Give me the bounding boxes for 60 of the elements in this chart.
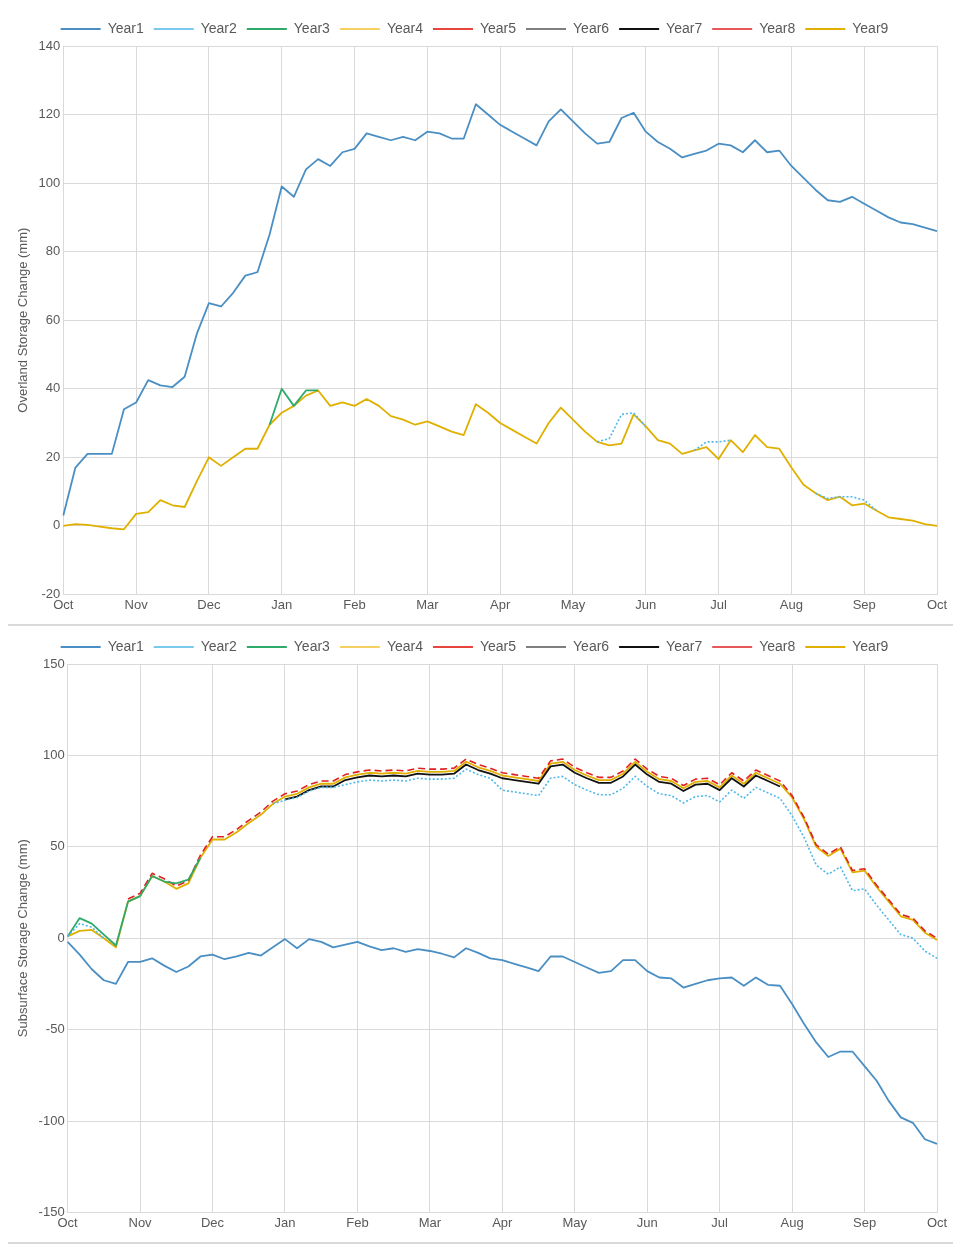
x-tick-label: May [562,1214,588,1230]
legend-label: Year7 [666,19,703,36]
legend-label: Year2 [200,19,238,36]
legend-label: Year5 [479,637,517,654]
y-tick-label: 140 [38,37,61,53]
y-tick-label: 100 [42,746,65,762]
x-tick-label: Oct [926,596,948,612]
x-tick-label: Mar [416,596,440,612]
legend-label: Year8 [759,637,796,654]
x-tick-label: Aug [780,1214,804,1230]
legend-label: Year4 [386,637,424,654]
y-tick-label: 20 [45,448,61,464]
legend-label: Year6 [573,19,610,36]
x-tick-label: Oct [926,1214,948,1230]
x-tick-label: Sep [852,1214,877,1230]
x-tick-label: Dec [200,1214,225,1230]
x-tick-label: Feb [343,596,366,612]
y-tick-label: 60 [45,311,61,327]
legend-label: Year9 [852,19,889,36]
y-tick-label: 120 [38,106,61,122]
x-tick-label: Nov [128,1214,153,1230]
x-tick-label: May [560,596,586,612]
y-axis-title: Overland Storage Change (mm) [15,227,31,413]
x-tick-label: Dec [197,596,221,612]
legend-label: Year1 [107,19,144,36]
y-tick-label: 150 [42,655,65,671]
y-tick-label: 80 [45,243,61,259]
x-tick-label: Apr [492,1214,514,1230]
y-tick-label: 0 [57,929,65,945]
y-tick-label: -150 [38,1203,65,1219]
y-tick-label: 0 [53,517,61,533]
x-tick-label: Sep [852,596,876,612]
y-tick-label: -50 [45,1021,65,1037]
y-tick-label: -20 [41,585,61,601]
y-tick-label: -100 [38,1112,65,1128]
x-tick-label: Aug [779,596,803,612]
x-tick-label: Jul [711,1214,729,1230]
x-tick-label: Mar [418,1214,442,1230]
legend-label: Year7 [666,637,703,654]
x-tick-label: Feb [346,1214,369,1230]
legend-label: Year6 [573,637,610,654]
y-axis-title: Subsurface Storage Change (mm) [15,839,31,1038]
x-tick-label: Jun [636,1214,658,1230]
x-tick-label: Jan [274,1214,296,1230]
x-tick-label: Apr [490,596,511,612]
legend-label: Year3 [293,19,331,36]
legend-label: Year8 [759,19,796,36]
legend-label: Year4 [386,19,424,36]
legend-label: Year2 [200,637,238,654]
y-tick-label: 40 [45,380,61,396]
legend-label: Year5 [479,19,517,36]
x-tick-label: Jul [710,596,727,612]
x-tick-label: Jun [635,596,657,612]
x-tick-label: Nov [124,596,149,612]
y-tick-label: 50 [50,838,65,854]
legend-label: Year9 [852,637,889,654]
y-tick-label: 100 [38,174,61,190]
x-tick-label: Jan [271,596,293,612]
legend-label: Year3 [293,637,331,654]
legend-label: Year1 [107,637,144,654]
